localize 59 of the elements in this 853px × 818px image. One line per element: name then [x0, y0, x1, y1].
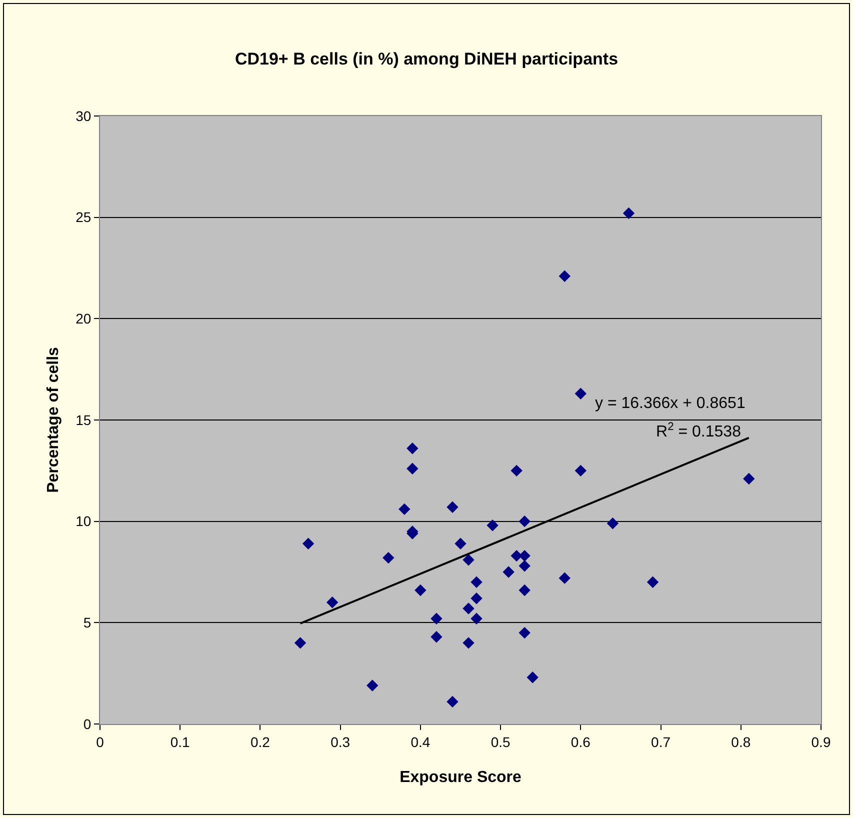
y-tick-label: 0: [83, 716, 92, 732]
x-tick-label: 0.1: [170, 734, 190, 750]
point: [558, 270, 570, 282]
point: [743, 472, 755, 485]
annotation: y = 16.366x + 0.8651: [595, 395, 746, 412]
point: [574, 464, 587, 477]
point: [518, 584, 530, 596]
point: [606, 518, 619, 530]
y-tick-label: 10: [76, 513, 92, 530]
point: [430, 631, 442, 643]
point: [470, 612, 482, 624]
point: [294, 637, 306, 649]
point: [558, 572, 570, 584]
y-tick-label: 30: [76, 108, 92, 124]
y-tick-label: 20: [76, 310, 92, 327]
point: [462, 637, 474, 649]
x-tick-label: 0.9: [811, 734, 831, 750]
point: [510, 550, 522, 562]
point: [398, 503, 410, 516]
point: [406, 462, 418, 474]
point: [446, 501, 458, 513]
point: [518, 560, 530, 572]
point: [486, 520, 498, 532]
point: [526, 672, 538, 684]
x-tick-label: 0.4: [410, 734, 430, 750]
x-tick-label: 0.8: [731, 734, 751, 750]
y-tick-label: 5: [83, 614, 92, 631]
point: [430, 612, 442, 624]
y-axis-title: Percentage of cells: [45, 346, 62, 493]
y-tick-label: 25: [76, 209, 92, 226]
x-tick-label: 0.7: [651, 734, 671, 750]
point: [470, 592, 482, 604]
point: [510, 464, 522, 477]
point: [454, 538, 466, 550]
point: [366, 680, 378, 692]
point: [302, 538, 314, 550]
point: [462, 602, 474, 614]
point: [518, 515, 530, 528]
x-tick-label: 0.5: [490, 734, 510, 750]
x-tick-label: 0: [96, 734, 104, 750]
point: [382, 552, 394, 564]
point: [502, 566, 514, 578]
y-tick-label: 15: [76, 412, 92, 428]
point: [518, 626, 530, 639]
chart-title: CD19+ B cells (in %) among DiNEH participants: [234, 50, 618, 68]
point: [470, 576, 482, 588]
point: [574, 388, 587, 400]
x-axis-title: Exposure Score: [400, 769, 522, 786]
point: [406, 442, 418, 454]
point: [462, 554, 474, 566]
x-tick-label: 0.6: [570, 734, 591, 750]
point: [326, 596, 338, 608]
point: [446, 696, 458, 708]
point: [646, 576, 659, 588]
point: [622, 207, 635, 220]
point: [414, 584, 426, 596]
annotation: R$^{2}$ = 0.1538: [656, 421, 742, 441]
x-tick-label: 0.3: [330, 734, 350, 750]
x-tick-label: 0.2: [250, 734, 270, 750]
